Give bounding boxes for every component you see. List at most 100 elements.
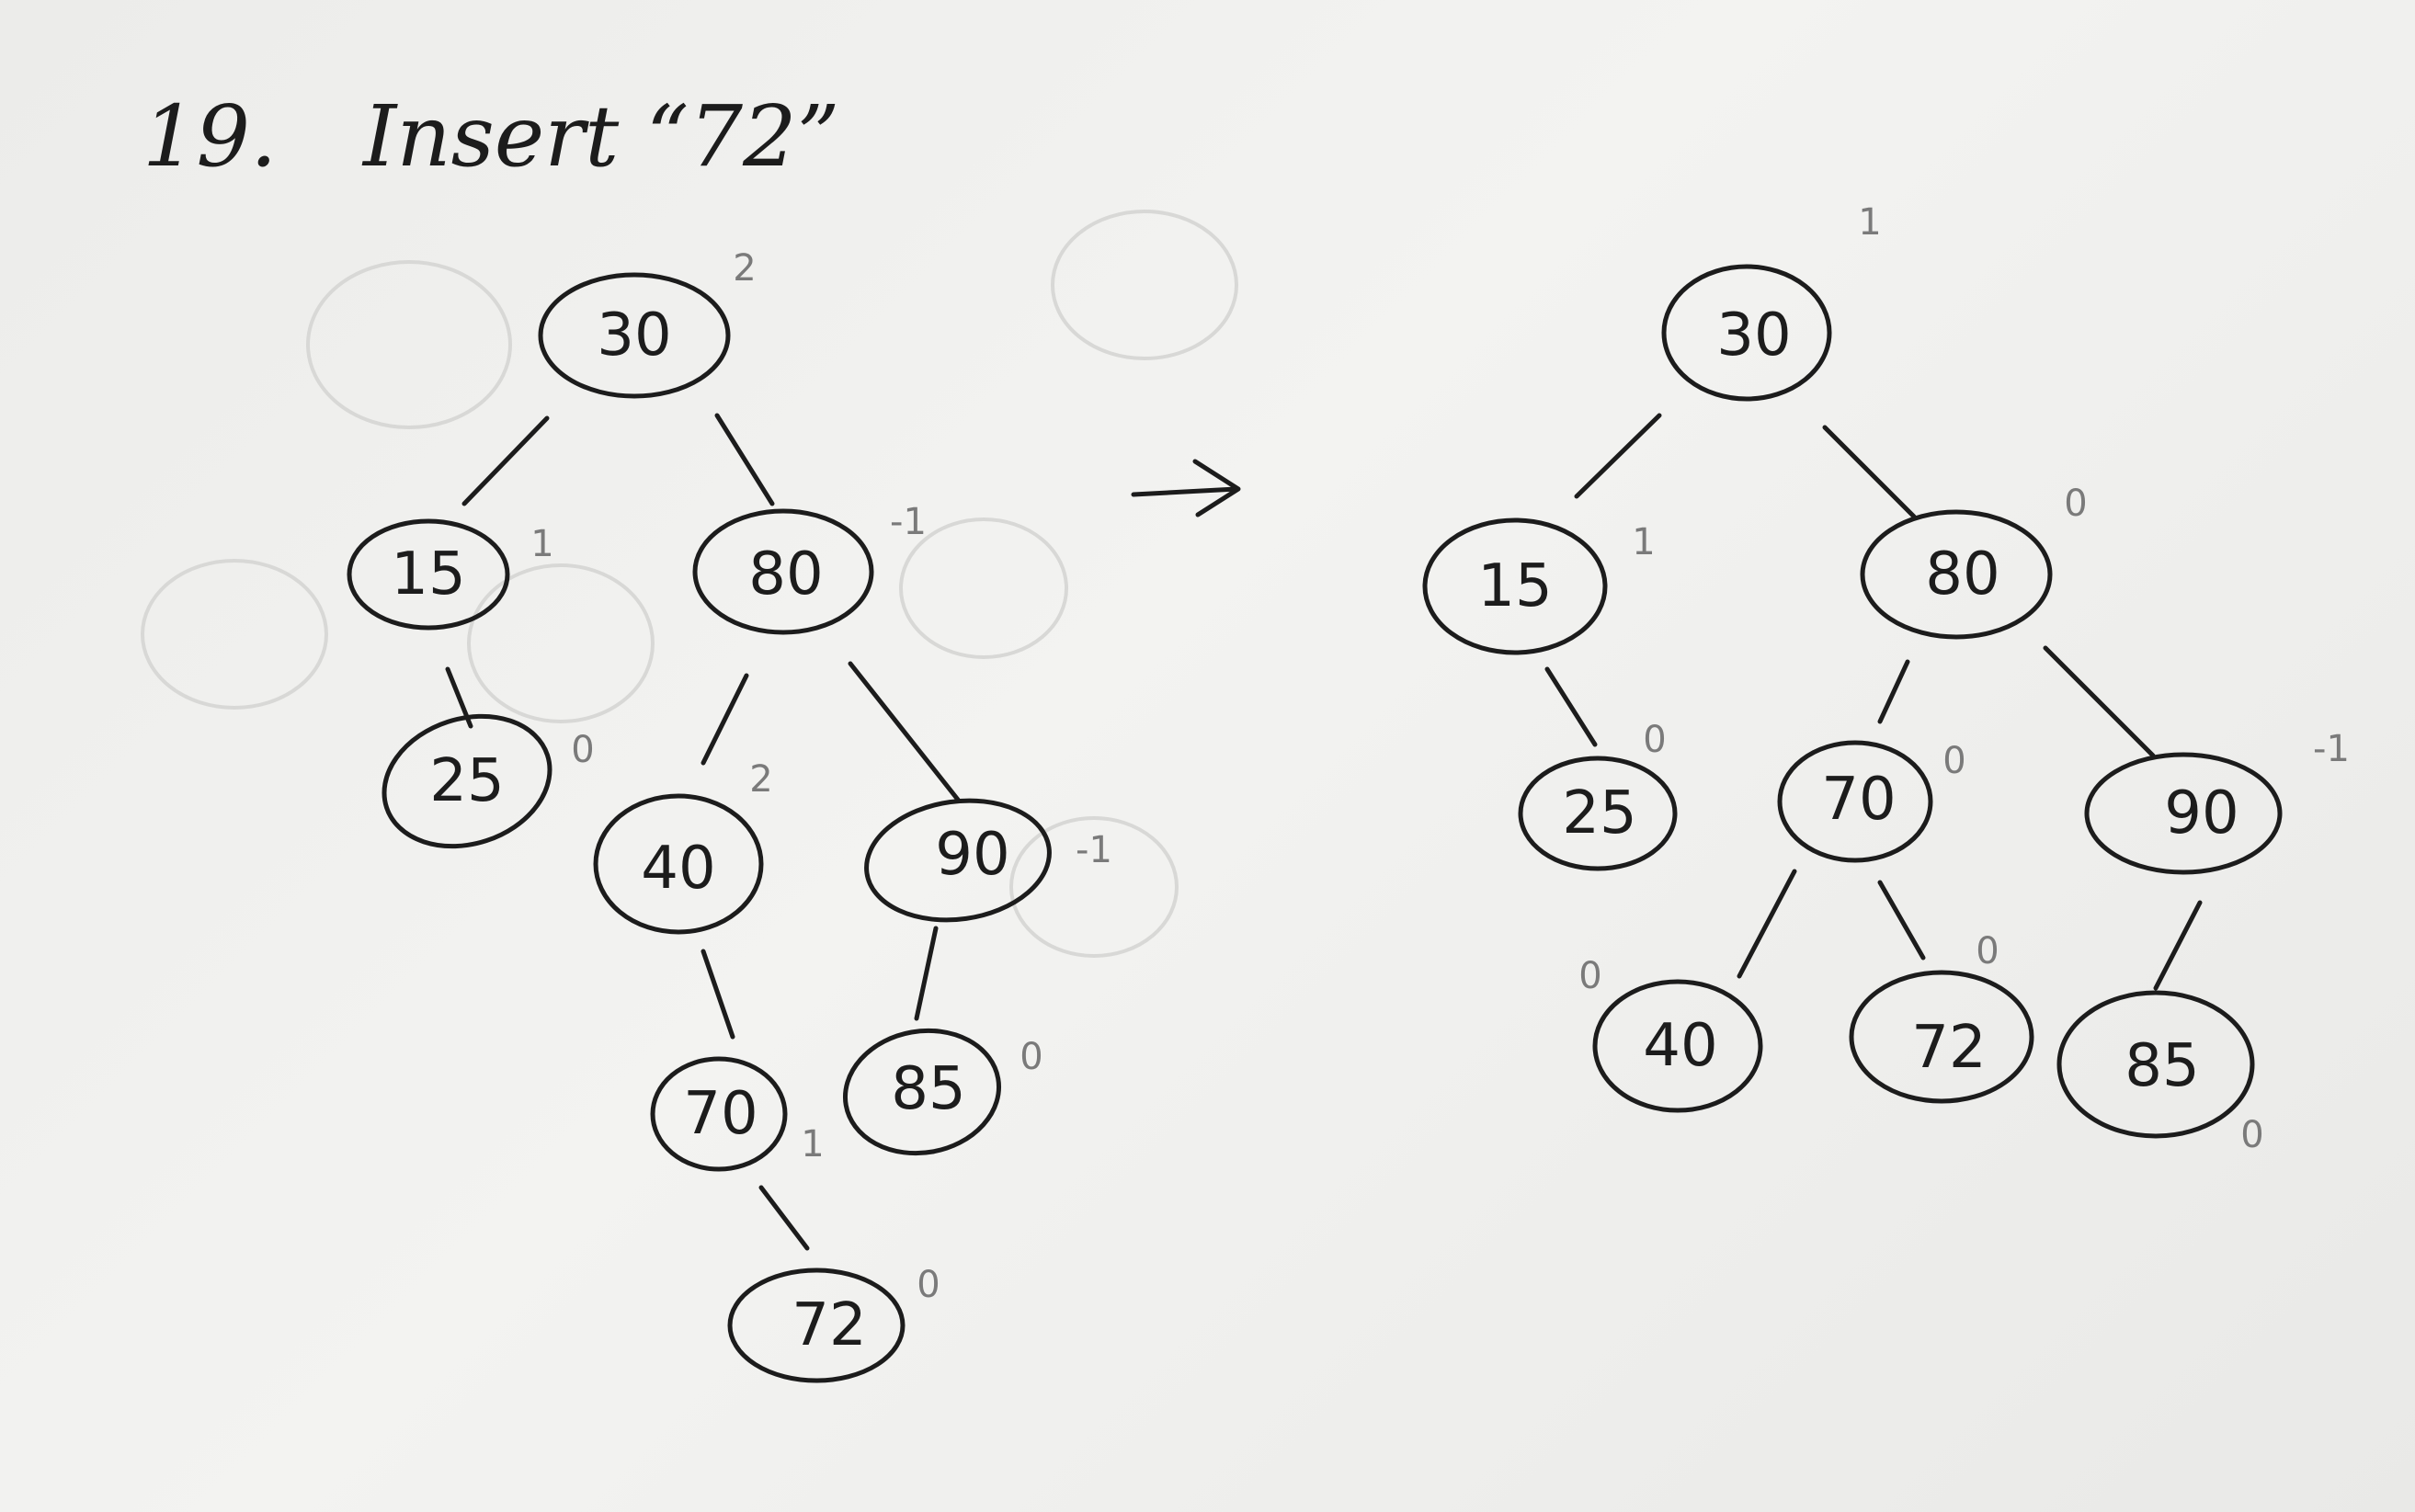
balance-factor: 0: [1020, 1036, 1042, 1078]
tree-node: 80 -1: [692, 501, 927, 635]
balance-factor: 2: [749, 758, 772, 801]
node-circle: [347, 518, 510, 631]
tree-node: 30 1: [1661, 201, 1882, 402]
tree-node: 90 -1: [2084, 728, 2350, 875]
node-value: 72: [792, 1291, 866, 1359]
node-value: 40: [1643, 1012, 1717, 1080]
balance-factor: 1: [801, 1123, 824, 1165]
arrow-shaft: [1131, 486, 1239, 497]
node-value: 85: [891, 1055, 965, 1123]
tree-node: 40 2: [593, 758, 773, 935]
node-value: 72: [1911, 1014, 1986, 1082]
balance-factor: -1: [1076, 829, 1112, 871]
tree-node: 72 0: [727, 1264, 940, 1383]
tree-node: 30 2: [538, 247, 757, 399]
tree-node: 85 0: [2056, 990, 2264, 1156]
balance-factor: 1: [1858, 201, 1881, 244]
ghost-ellipse: [306, 260, 512, 429]
node-circle: [1518, 756, 1678, 871]
node-value: 80: [1925, 540, 1999, 608]
ghost-ellipse: [1051, 210, 1238, 360]
tree-node: 72 0: [1849, 930, 2034, 1104]
tree-node: 40 0: [1578, 955, 1763, 1113]
node-circle: [1422, 517, 1608, 655]
edge-40-70: [701, 949, 735, 1040]
problem-title: 19. Insert “72”: [142, 87, 840, 186]
balance-factor: -1: [890, 501, 927, 543]
balance-factor: 0: [571, 729, 594, 771]
edge-70-72: [758, 1185, 810, 1251]
node-value: 30: [1716, 301, 1791, 369]
balance-factor: 0: [917, 1264, 940, 1306]
before-tree: 30 2 15 1 80 -1 25 0 40 2 90 -1: [347, 247, 1112, 1383]
page-show-through: [141, 210, 1238, 958]
node-value: 15: [391, 540, 465, 608]
balance-factor: 2: [733, 247, 756, 290]
arrow-head: [1192, 459, 1241, 517]
balance-factor: 1: [1632, 521, 1655, 563]
balance-factor: 0: [1643, 719, 1666, 761]
transform-arrow: →: [1131, 459, 1241, 517]
balance-factor: 0: [1942, 740, 1965, 782]
ghost-ellipse: [899, 517, 1068, 659]
node-circle: [864, 798, 1052, 923]
balance-factor: -1: [2313, 728, 2350, 770]
node-circle: [727, 1268, 906, 1383]
node-value: 90: [2164, 779, 2238, 847]
node-value: 15: [1477, 552, 1552, 620]
tree-node: 80 0: [1860, 483, 2088, 640]
node-circle: [593, 793, 764, 935]
node-circle: [1661, 264, 1832, 402]
edge-70-72: [1877, 880, 1926, 961]
edge-90-85: [2153, 900, 2203, 991]
node-circle: [692, 508, 874, 635]
node-circle: [1860, 509, 2053, 640]
node-circle: [842, 1028, 1002, 1156]
node-value: 30: [597, 301, 671, 369]
tree-node: 15 1: [1422, 517, 1656, 655]
ghost-ellipse: [1009, 816, 1179, 958]
tree-node: 25 0: [1518, 719, 1678, 871]
tree-node: 70 1: [650, 1056, 825, 1172]
before-tree-edges: [445, 413, 961, 1251]
after-tree: 30 1 15 1 80 0 25 0 70 0 90 -1: [1422, 201, 2350, 1156]
edge-70-40: [1737, 869, 1797, 979]
tree-node: 90 -1: [864, 798, 1112, 923]
node-value: 90: [935, 821, 1009, 889]
tree-node: 15 1: [347, 518, 554, 631]
node-value: 80: [748, 540, 823, 608]
problem-heading: Insert “72”: [361, 87, 840, 186]
balance-factor: 0: [1976, 930, 1999, 972]
node-circle: [650, 1056, 788, 1172]
problem-number: 19.: [142, 87, 277, 186]
edge-15-25: [1544, 666, 1598, 747]
node-circle: [538, 272, 731, 399]
node-circle: [1849, 970, 2034, 1104]
edge-30-15: [461, 415, 550, 506]
tree-node: 85 0: [842, 1028, 1043, 1156]
node-circle: [2056, 990, 2255, 1139]
node-value: 25: [1562, 779, 1636, 847]
balance-factor: 1: [530, 523, 553, 565]
node-value: 85: [2125, 1032, 2199, 1100]
node-value: 70: [1821, 766, 1896, 834]
edge-80-90: [2043, 645, 2156, 758]
balance-factor: 0: [2240, 1114, 2263, 1156]
edge-30-80: [714, 413, 775, 506]
edge-80-70: [1877, 659, 1910, 724]
edge-80-40: [701, 673, 749, 766]
tree-node: 25 0: [382, 713, 595, 849]
edge-30-80: [1822, 425, 1917, 519]
balance-factor: 0: [1578, 955, 1601, 997]
ghost-ellipse: [141, 559, 328, 710]
node-value: 70: [683, 1080, 758, 1148]
node-value: 25: [429, 747, 504, 815]
edge-90-85: [914, 926, 939, 1021]
node-value: 40: [641, 835, 715, 903]
node-circle: [1777, 740, 1933, 863]
balance-factor: 0: [2064, 483, 2087, 525]
node-circle: [382, 713, 552, 849]
node-circle: [1592, 979, 1763, 1113]
edge-80-90: [848, 661, 961, 802]
